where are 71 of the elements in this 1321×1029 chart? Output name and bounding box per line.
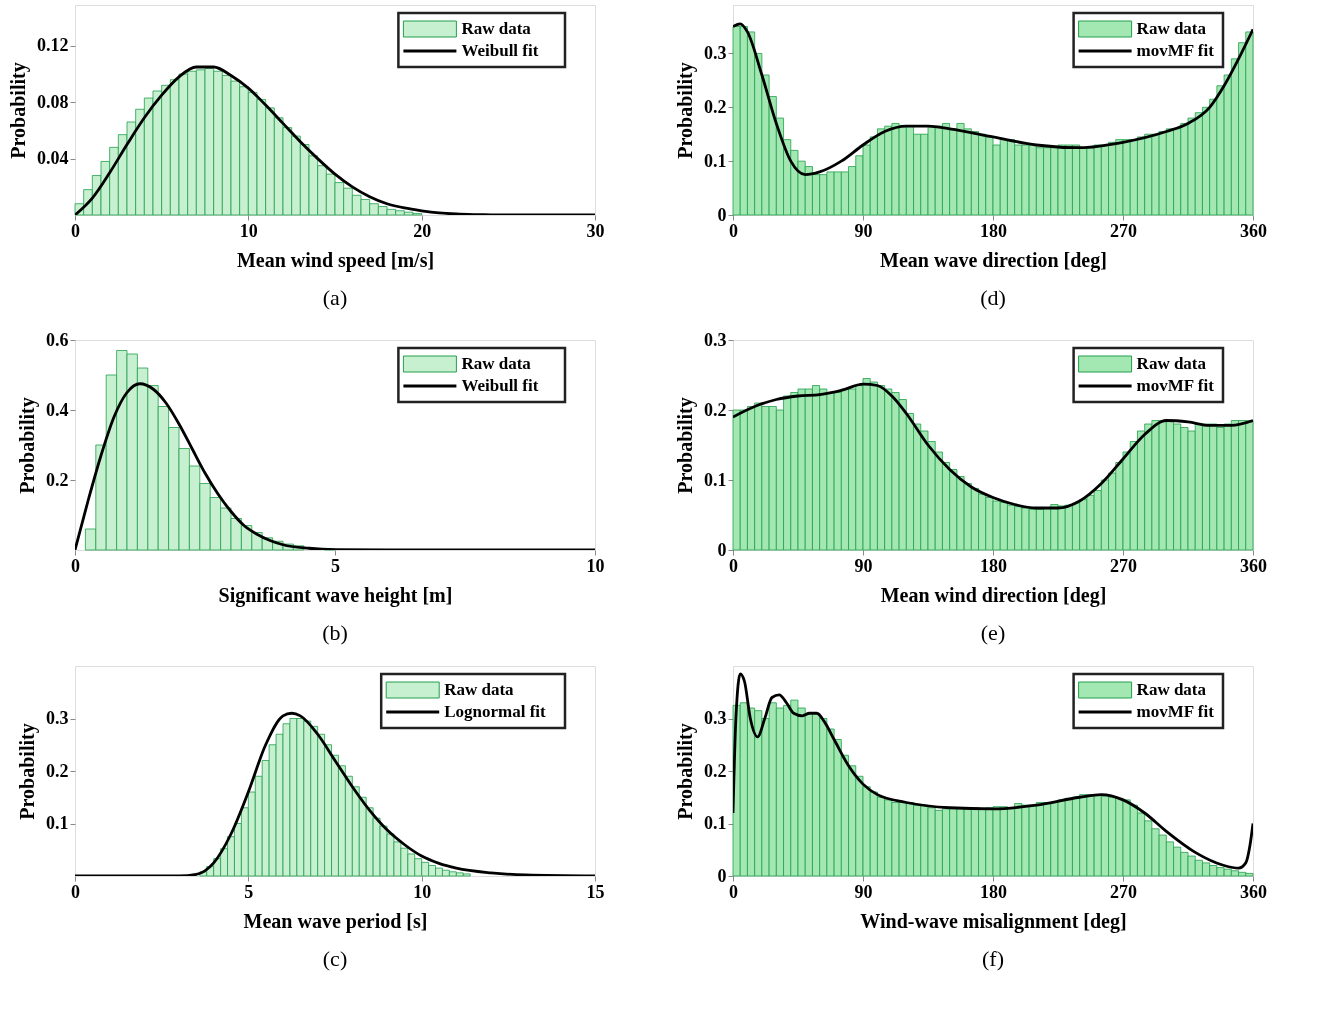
x-axis-title: Wind-wave misalignment [deg] (860, 909, 1127, 933)
legend-label: Raw data (461, 354, 532, 373)
y-tick-label: 0.3 (704, 708, 727, 728)
x-tick-label: 20 (413, 220, 432, 241)
x-axis-title: Mean wave period [s] (243, 909, 428, 933)
y-tick-label: 0 (717, 204, 727, 225)
x-tick-label: 5 (331, 555, 340, 576)
y-tick-label: 0.2 (704, 760, 727, 781)
x-tick-label: 90 (854, 555, 873, 576)
x-tick-label: 360 (1240, 555, 1267, 576)
x-tick-label: 30 (586, 220, 605, 241)
x-tick-label: 360 (1240, 881, 1267, 902)
legend-label: movMF fit (1136, 41, 1215, 60)
y-axis-title: Probability (16, 397, 39, 494)
y-tick-label: 0.4 (46, 399, 69, 420)
y-tick-label: 0.1 (46, 813, 69, 833)
y-tick-label: 0.04 (37, 148, 69, 169)
x-tick-label: 270 (1110, 555, 1137, 576)
text: (a) (322, 285, 348, 310)
y-tick-label: 0.3 (46, 708, 69, 728)
text: (f) (982, 946, 1004, 971)
text: (c) (322, 946, 348, 971)
x-tick-label: 10 (413, 881, 432, 902)
x-axis-title: Mean wave direction [deg] (880, 248, 1107, 272)
x-tick-label: 90 (854, 220, 873, 241)
y-tick-label: 0 (717, 539, 727, 560)
legend-label: movMF fit (1136, 702, 1215, 721)
y-tick-label: 0.2 (704, 96, 727, 117)
y-axis-title: Probability (674, 723, 697, 820)
legend-label: Raw data (1136, 680, 1207, 699)
x-tick-label: 180 (980, 555, 1007, 576)
y-axis-title: Probability (674, 397, 697, 494)
x-tick-label: 270 (1110, 881, 1137, 902)
legend-label: Weibull fit (461, 41, 539, 60)
x-tick-label: 5 (244, 881, 254, 902)
y-tick-label: 0.3 (704, 329, 727, 350)
y-tick-label: 0.3 (704, 42, 727, 63)
y-axis-title: Probability (7, 62, 30, 159)
legend-label: Weibull fit (461, 376, 539, 395)
y-tick-label: 0.2 (704, 399, 727, 420)
x-tick-label: 10 (586, 555, 605, 576)
legend-label: Raw data (444, 680, 515, 699)
y-tick-label: 0.2 (46, 469, 69, 490)
x-tick-label: 90 (854, 881, 873, 902)
x-tick-label: 270 (1110, 220, 1137, 241)
y-axis-title: Probability (16, 723, 39, 820)
y-tick-label: 0.08 (37, 91, 69, 112)
y-tick-label: 0.2 (46, 760, 69, 781)
y-tick-label: 0 (717, 865, 727, 886)
y-tick-label: 0.1 (704, 813, 727, 833)
y-axis-title: Probability (674, 62, 697, 159)
legend-label: movMF fit (1136, 376, 1215, 395)
x-axis-title: Mean wind direction [deg] (880, 583, 1107, 607)
y-tick-label: 0.1 (704, 150, 727, 171)
y-tick-label: 0.6 (46, 329, 69, 350)
x-tick-label: 15 (586, 881, 605, 902)
legend-label: Raw data (461, 19, 532, 38)
legend-label: Raw data (1136, 19, 1207, 38)
x-tick-label: 10 (239, 220, 258, 241)
legend-label: Lognormal fit (444, 702, 547, 721)
legend-label: Raw data (1136, 354, 1207, 373)
x-tick-label: 180 (980, 220, 1007, 241)
x-axis-title: Mean wind speed [m/s] (236, 248, 435, 272)
x-tick-label: 360 (1240, 220, 1267, 241)
text: (b) (322, 620, 348, 645)
y-tick-label: 0.1 (704, 469, 727, 490)
x-axis-title: Significant wave height [m] (218, 583, 453, 607)
text: (d) (980, 285, 1006, 310)
y-tick-label: 0.12 (37, 35, 69, 56)
x-tick-label: 180 (980, 881, 1007, 902)
text: (e) (980, 620, 1006, 645)
